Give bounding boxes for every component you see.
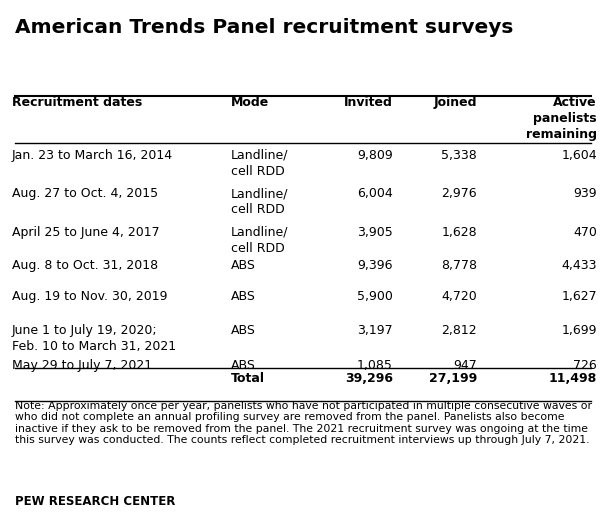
Text: Aug. 27 to Oct. 4, 2015: Aug. 27 to Oct. 4, 2015 <box>12 187 158 200</box>
Text: 470: 470 <box>573 226 597 239</box>
Text: Landline/
cell RDD: Landline/ cell RDD <box>231 226 289 255</box>
Text: 1,627: 1,627 <box>562 290 597 303</box>
Text: ABS: ABS <box>231 290 256 303</box>
Text: American Trends Panel recruitment surveys: American Trends Panel recruitment survey… <box>15 18 514 37</box>
Text: 1,699: 1,699 <box>562 324 597 337</box>
Text: Aug. 19 to Nov. 30, 2019: Aug. 19 to Nov. 30, 2019 <box>12 290 167 303</box>
Text: 939: 939 <box>574 187 597 200</box>
Text: May 29 to July 7, 2021: May 29 to July 7, 2021 <box>12 359 152 373</box>
Text: 2,812: 2,812 <box>442 324 477 337</box>
Text: 726: 726 <box>573 359 597 373</box>
Text: 5,900: 5,900 <box>357 290 393 303</box>
Text: 3,197: 3,197 <box>358 324 393 337</box>
Text: 1,604: 1,604 <box>562 149 597 162</box>
Text: Landline/
cell RDD: Landline/ cell RDD <box>231 187 289 216</box>
Text: Mode: Mode <box>231 96 269 110</box>
Text: ABS: ABS <box>231 359 256 373</box>
Text: Jan. 23 to March 16, 2014: Jan. 23 to March 16, 2014 <box>12 149 173 162</box>
Text: 4,433: 4,433 <box>562 259 597 272</box>
Text: 1,628: 1,628 <box>442 226 477 239</box>
Text: 9,809: 9,809 <box>357 149 393 162</box>
Text: 8,778: 8,778 <box>441 259 477 272</box>
Text: Active
panelists
remaining: Active panelists remaining <box>526 96 597 141</box>
Text: Aug. 8 to Oct. 31, 2018: Aug. 8 to Oct. 31, 2018 <box>12 259 158 272</box>
Text: 947: 947 <box>453 359 477 373</box>
Text: April 25 to June 4, 2017: April 25 to June 4, 2017 <box>12 226 160 239</box>
Text: 3,905: 3,905 <box>357 226 393 239</box>
Text: PEW RESEARCH CENTER: PEW RESEARCH CENTER <box>15 495 175 509</box>
Text: 5,338: 5,338 <box>441 149 477 162</box>
Text: Landline/
cell RDD: Landline/ cell RDD <box>231 149 289 178</box>
Text: ABS: ABS <box>231 324 256 337</box>
Text: Note: Approximately once per year, panelists who have not participated in multip: Note: Approximately once per year, panel… <box>15 401 592 445</box>
Text: Joined: Joined <box>433 96 477 110</box>
Text: ABS: ABS <box>231 259 256 272</box>
Text: 6,004: 6,004 <box>357 187 393 200</box>
Text: 2,976: 2,976 <box>442 187 477 200</box>
Text: 11,498: 11,498 <box>549 372 597 385</box>
Text: Recruitment dates: Recruitment dates <box>12 96 142 110</box>
Text: 39,296: 39,296 <box>345 372 393 385</box>
Text: Total: Total <box>231 372 265 385</box>
Text: 4,720: 4,720 <box>441 290 477 303</box>
Text: June 1 to July 19, 2020;
Feb. 10 to March 31, 2021: June 1 to July 19, 2020; Feb. 10 to Marc… <box>12 324 176 353</box>
Text: 27,199: 27,199 <box>429 372 477 385</box>
Text: 1,085: 1,085 <box>357 359 393 373</box>
Text: Invited: Invited <box>344 96 393 110</box>
Text: 9,396: 9,396 <box>358 259 393 272</box>
